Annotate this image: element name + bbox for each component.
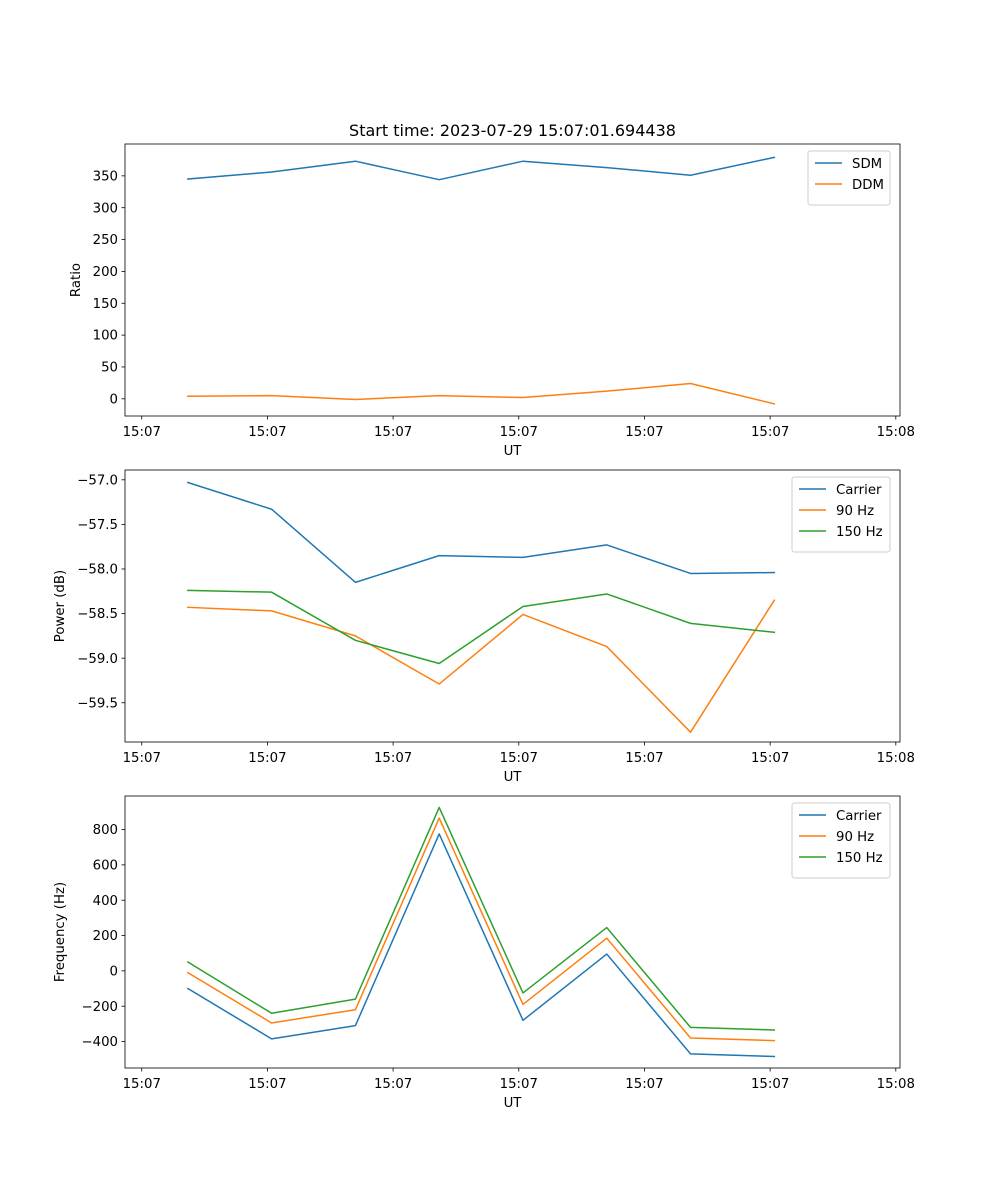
x-tick-label: 15:07 [751, 425, 789, 440]
x-tick-label: 15:07 [123, 1077, 161, 1092]
y-tick-label: 150 [93, 297, 118, 312]
subplot-1: 15:07 15:07 15:07 15:07 15:07 15:07 15:08 UT 0 50… [69, 143, 915, 459]
y-axis: −57.0 −57.5 −58.0 −58.5 −59.0 −59.5 [77, 473, 125, 711]
x-axis: 15:07 15:07 15:07 15:07 15:07 15:07 15:08 [123, 742, 915, 766]
x-tick-label: 15:08 [877, 1077, 915, 1092]
y-tick-label: 200 [93, 929, 118, 944]
x-tick-label: 15:07 [625, 1077, 663, 1092]
x-tick-label: 15:07 [751, 1077, 789, 1092]
legend-label-sdm: SDM [852, 157, 882, 172]
y-axis: −400 −200 0 200 400 600 800 [81, 823, 125, 1050]
y-tick-label: 50 [101, 361, 118, 376]
series-line-carrier [186, 481, 776, 584]
x-tick-label: 15:07 [374, 425, 412, 440]
x-axis-label: UT [504, 1096, 523, 1111]
legend-label-90-hz: 90 Hz [836, 504, 874, 519]
y-tick-label: −57.0 [77, 473, 118, 488]
x-tick-label: 15:07 [625, 425, 663, 440]
y-tick-label: 400 [93, 894, 118, 909]
x-tick-label: 15:07 [374, 751, 412, 766]
legend-label-150-hz: 150 Hz [836, 525, 883, 540]
x-tick-label: 15:08 [877, 425, 915, 440]
series-line-ddm [187, 382, 776, 405]
y-tick-label: 600 [93, 858, 118, 873]
legend-label-carrier: Carrier [836, 483, 882, 498]
x-tick-label: 15:07 [751, 751, 789, 766]
series-line-carrier [186, 833, 776, 1058]
y-tick-label: −59.5 [77, 696, 118, 711]
y-axis: 0 50 100 150 200 250 300 350 [93, 169, 125, 407]
x-tick-label: 15:07 [500, 751, 538, 766]
legend-box [807, 150, 891, 206]
series-lines [187, 156, 776, 405]
axes-frame [124, 143, 901, 417]
x-tick-label: 15:07 [123, 425, 161, 440]
series-lines [186, 481, 776, 733]
y-tick-label: 800 [93, 823, 118, 838]
x-axis-label: UT [504, 770, 523, 785]
y-tick-label: 350 [93, 169, 118, 184]
x-tick-label: 15:07 [500, 1077, 538, 1092]
x-tick-label: 15:07 [625, 751, 663, 766]
y-tick-label: 200 [93, 265, 118, 280]
x-tick-label: 15:07 [123, 751, 161, 766]
legend-label-carrier: Carrier [836, 809, 882, 824]
subplot-2: 15:07 15:07 15:07 15:07 15:07 15:07 15:08 UT −57… [53, 469, 915, 785]
y-tick-label: −58.0 [77, 563, 118, 578]
series-lines [186, 806, 776, 1058]
y-tick-label: 0 [110, 392, 118, 407]
x-tick-label: 15:07 [374, 1077, 412, 1092]
x-axis: 15:07 15:07 15:07 15:07 15:07 15:07 15:08 [123, 1068, 915, 1092]
x-tick-label: 15:07 [500, 425, 538, 440]
legend: Carrier 90 Hz 150 Hz [791, 476, 891, 553]
series-line-150-hz [186, 806, 776, 1031]
y-tick-label: −58.5 [77, 607, 118, 622]
y-tick-label: 250 [93, 233, 118, 248]
y-tick-label: −400 [81, 1035, 118, 1050]
x-axis: 15:07 15:07 15:07 15:07 15:07 15:07 15:08 [123, 416, 915, 440]
y-tick-label: −59.0 [77, 652, 118, 667]
y-tick-label: 100 [93, 329, 118, 344]
y-tick-label: 0 [110, 964, 118, 979]
series-line-90-hz [186, 817, 776, 1042]
legend-label-ddm: DDM [852, 178, 884, 193]
y-axis-label: Frequency (Hz) [53, 882, 68, 982]
y-tick-label: −57.5 [77, 518, 118, 533]
legend-label-150-hz: 150 Hz [836, 851, 883, 866]
x-tick-label: 15:08 [877, 751, 915, 766]
series-line-sdm [187, 156, 776, 181]
series-line-90-hz [187, 599, 776, 733]
axes-frame [124, 795, 901, 1069]
axes-frame [124, 469, 901, 743]
legend-box [791, 802, 891, 879]
subplot-3: 15:07 15:07 15:07 15:07 15:07 15:07 15:08 UT −40… [53, 795, 915, 1111]
series-line-150-hz [187, 589, 776, 665]
legend: Carrier 90 Hz 150 Hz [791, 802, 891, 879]
x-tick-label: 15:07 [248, 751, 286, 766]
y-axis-label: Ratio [69, 263, 84, 297]
y-tick-label: 300 [93, 201, 118, 216]
legend: SDM DDM [807, 150, 891, 206]
y-axis-label: Power (dB) [53, 570, 68, 642]
legend-label-90-hz: 90 Hz [836, 830, 874, 845]
x-tick-label: 15:07 [248, 1077, 286, 1092]
legend-box [791, 476, 891, 553]
x-tick-label: 15:07 [248, 425, 286, 440]
chart-title: Start time: 2023-07-29 15:07:01.694438 [349, 121, 676, 140]
x-axis-label: UT [504, 444, 523, 459]
y-tick-label: −200 [81, 1000, 118, 1015]
